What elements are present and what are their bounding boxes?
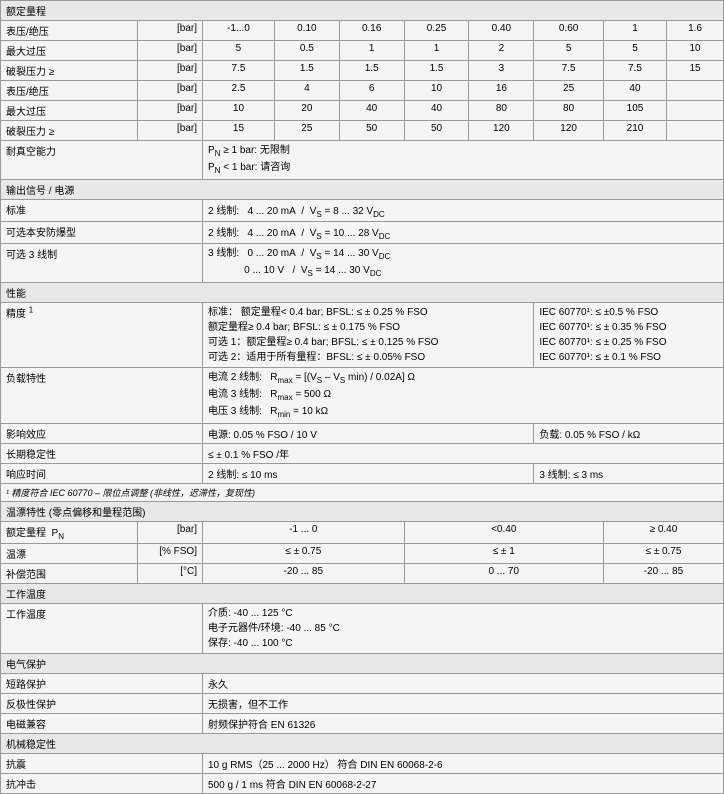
table-row: 抗冲击 500 g / 1 ms 符合 DIN EN 60068-2-27 <box>1 774 724 794</box>
table-row: 抗震 10 g RMS（25 ... 2000 Hz） 符合 DIN EN 60… <box>1 754 724 774</box>
table-row: 最大过压 [bar] 5 0.5 1 1 2 5 5 10 <box>1 41 724 61</box>
accuracy-left: 标准： 额定量程< 0.4 bar; BFSL: ≤ ± 0.25 % FSO … <box>203 303 534 368</box>
table-row: 最大过压 [bar] 10 20 40 40 80 80 105 <box>1 101 724 121</box>
footnote-row: ¹ 精度符合 IEC 60770 – 限位点调整 (非线性，迟滞性，复现性) <box>1 484 724 502</box>
section-title: 输出信号 / 电源 <box>1 180 724 200</box>
vacuum-value: PN ≥ 1 bar: 无限制 PN < 1 bar: 请咨询 <box>203 141 724 180</box>
table-row: 破裂压力 ≥ [bar] 15 25 50 50 120 120 210 <box>1 121 724 141</box>
table-row: 影响效应 电源: 0.05 % FSO / 10 V 负载: 0.05 % FS… <box>1 424 724 444</box>
row-label: 表压/绝压 <box>1 21 138 41</box>
section-title: 工作温度 <box>1 584 724 604</box>
spec-table: 额定量程 表压/绝压 [bar] -1...0 0.10 0.16 0.25 0… <box>0 0 724 794</box>
table-row: 额定量程 PN [bar] -1 ... 0 <0.40 ≥ 0.40 <box>1 522 724 544</box>
section-title: 机械稳定性 <box>1 734 724 754</box>
table-row: 工作温度 介质: -40 ... 125 °C 电子元器件/环境: -40 ..… <box>1 604 724 654</box>
table-row: 可选本安防爆型 2 线制: 4 ... 20 mA / VS = 10 ... … <box>1 222 724 244</box>
section-title: 电气保护 <box>1 654 724 674</box>
table-row: 可选 3 线制 3 线制: 0 ... 20 mA / VS = 14 ... … <box>1 244 724 283</box>
table-row: 耐真空能力 PN ≥ 1 bar: 无限制 PN < 1 bar: 请咨询 <box>1 141 724 180</box>
section-title: 温漂特性 (零点偏移和量程范围) <box>1 502 724 522</box>
section-title: 性能 <box>1 283 724 303</box>
accuracy-right: IEC 60770¹: ≤ ±0.5 % FSO IEC 60770¹: ≤ ±… <box>534 303 724 368</box>
row-label: 耐真空能力 <box>1 141 203 180</box>
section-title: 额定量程 <box>1 1 724 21</box>
table-row: 温漂 [% FSO] ≤ ± 0.75 ≤ ± 1 ≤ ± 0.75 <box>1 544 724 564</box>
table-row: 表压/绝压 [bar] -1...0 0.10 0.16 0.25 0.40 0… <box>1 21 724 41</box>
row-unit: [bar] <box>138 21 203 41</box>
table-row: 补偿范围 [°C] -20 ... 85 0 ... 70 -20 ... 85 <box>1 564 724 584</box>
table-row: 反极性保护 无损害，但不工作 <box>1 694 724 714</box>
table-row: 标准 2 线制: 4 ... 20 mA / VS = 8 ... 32 VDC <box>1 200 724 222</box>
table-row: 表压/绝压 [bar] 2.5 4 6 10 16 25 40 <box>1 81 724 101</box>
row-label: 精度 1 <box>1 303 203 368</box>
table-row: 精度 1 标准： 额定量程< 0.4 bar; BFSL: ≤ ± 0.25 %… <box>1 303 724 368</box>
table-row: 电磁兼容 射频保护符合 EN 61326 <box>1 714 724 734</box>
table-row: 响应时间 2 线制: ≤ 10 ms 3 线制: ≤ 3 ms <box>1 464 724 484</box>
table-row: 长期稳定性 ≤ ± 0.1 % FSO /年 <box>1 444 724 464</box>
table-row: 负载特性 电流 2 线制: Rmax = [(VS – VS min) / 0.… <box>1 368 724 424</box>
table-row: 破裂压力 ≥ [bar] 7.5 1.5 1.5 1.5 3 7.5 7.5 1… <box>1 61 724 81</box>
